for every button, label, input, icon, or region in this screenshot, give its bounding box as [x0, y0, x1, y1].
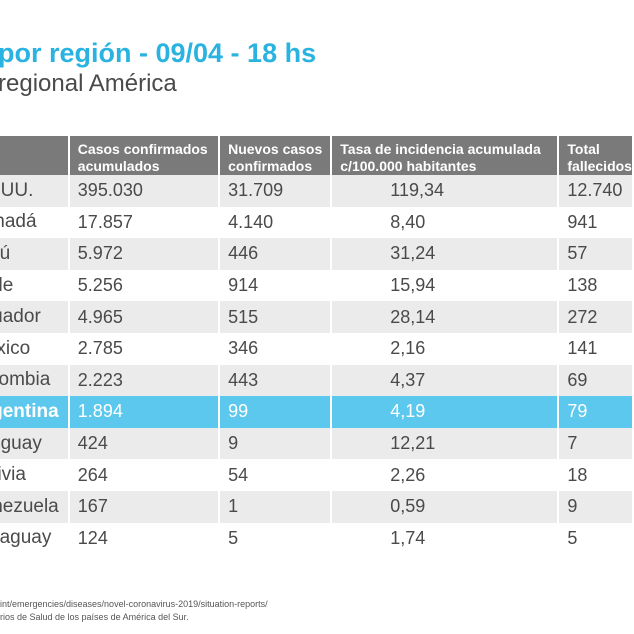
- cell-total-fallecidos: 79: [558, 396, 634, 428]
- cell-nuevos-casos: 5: [219, 522, 333, 555]
- cell-tasa-incidencia: 0,59: [331, 490, 560, 523]
- cell-country: Canadá: [0, 206, 70, 239]
- table-row: Venezuela16710,599: [0, 490, 634, 523]
- cell-total-fallecidos: 138: [558, 269, 634, 302]
- cell-country: EE.UU.: [0, 175, 70, 207]
- cell-casos-confirmados: 1.894: [68, 396, 221, 428]
- cell-casos-confirmados: 167: [68, 490, 221, 523]
- page-title: por región - 09/04 - 18 hs: [0, 38, 317, 68]
- cell-tasa-incidencia: 28,14: [331, 301, 560, 333]
- cell-total-fallecidos: 69: [558, 364, 634, 397]
- page-subtitle: regional América: [0, 70, 177, 97]
- cell-country: Venezuela: [0, 490, 70, 523]
- column-header-country: [0, 136, 70, 175]
- column-header-fallecidos: Total fallecidos: [558, 136, 634, 175]
- cell-nuevos-casos: 54: [219, 459, 333, 491]
- cell-nuevos-casos: 4.140: [219, 206, 333, 239]
- cell-casos-confirmados: 5.256: [68, 269, 221, 302]
- cell-casos-confirmados: 17.857: [68, 206, 221, 239]
- column-header-tasa: Tasa de incidencia acumulada c/100.000 ha…: [331, 136, 560, 175]
- cell-tasa-incidencia: 4,19: [331, 396, 560, 428]
- cell-casos-confirmados: 124: [68, 522, 221, 555]
- cell-country: Uruguay: [0, 427, 70, 460]
- column-header-casos: Casos confirmados acumulados: [68, 136, 221, 175]
- cell-country: Colombia: [0, 364, 70, 397]
- cell-total-fallecidos: 9: [558, 490, 634, 523]
- cell-tasa-incidencia: 12,21: [331, 427, 560, 460]
- cell-casos-confirmados: 395.030: [68, 175, 221, 207]
- cell-country: Chile: [0, 269, 70, 302]
- cell-country: Bolivia: [0, 459, 70, 491]
- cell-nuevos-casos: 31.709: [219, 175, 333, 207]
- cell-tasa-incidencia: 31,24: [331, 238, 560, 270]
- cell-total-fallecidos: 941: [558, 206, 634, 239]
- table-body: EE.UU.395.03031.709119,3412.740Canadá17.…: [0, 175, 634, 555]
- cell-country: Paraguay: [0, 522, 70, 555]
- cell-total-fallecidos: 12.740: [558, 175, 634, 207]
- cell-tasa-incidencia: 15,94: [331, 269, 560, 302]
- cell-country: Ecuador: [0, 301, 70, 333]
- cell-total-fallecidos: 18: [558, 459, 634, 491]
- cell-tasa-incidencia: 8,40: [331, 206, 560, 239]
- column-header-nuevos: Nuevos casos confirmados: [219, 136, 333, 175]
- cell-casos-confirmados: 4.965: [68, 301, 221, 333]
- cell-casos-confirmados: 424: [68, 427, 221, 460]
- cell-casos-confirmados: 2.223: [68, 364, 221, 397]
- cell-country: México: [0, 332, 70, 365]
- table-row: Paraguay12451,745: [0, 522, 634, 555]
- cell-tasa-incidencia: 2,26: [331, 459, 560, 491]
- cell-casos-confirmados: 5.972: [68, 238, 221, 270]
- cell-tasa-incidencia: 2,16: [331, 332, 560, 365]
- cell-nuevos-casos: 443: [219, 364, 333, 397]
- cell-total-fallecidos: 5: [558, 522, 634, 555]
- table-row: Uruguay424912,217: [0, 427, 634, 460]
- cell-country: Argentina: [0, 396, 70, 428]
- cell-casos-confirmados: 2.785: [68, 332, 221, 365]
- sources-line-2: rios de Salud de los países de América d…: [0, 612, 189, 622]
- cell-casos-confirmados: 264: [68, 459, 221, 491]
- cell-tasa-incidencia: 1,74: [331, 522, 560, 555]
- sources-line-1: int/emergencies/diseases/novel-coronavir…: [0, 599, 268, 609]
- cell-tasa-incidencia: 4,37: [331, 364, 560, 397]
- cell-nuevos-casos: 515: [219, 301, 333, 333]
- cell-tasa-incidencia: 119,34: [331, 175, 560, 207]
- cell-nuevos-casos: 914: [219, 269, 333, 302]
- cell-total-fallecidos: 57: [558, 238, 634, 270]
- table-header-row: Casos confirmados acumulados Nuevos casos…: [0, 136, 634, 175]
- cell-total-fallecidos: 7: [558, 427, 634, 460]
- cases-table: Casos confirmados acumulados Nuevos casos…: [0, 136, 634, 555]
- cell-total-fallecidos: 141: [558, 332, 634, 365]
- cell-nuevos-casos: 446: [219, 238, 333, 270]
- cell-nuevos-casos: 346: [219, 332, 333, 365]
- cell-nuevos-casos: 99: [219, 396, 333, 428]
- cell-country: Perú: [0, 238, 70, 270]
- cell-nuevos-casos: 1: [219, 490, 333, 523]
- sources-note: int/emergencies/diseases/novel-coronavir…: [0, 598, 268, 624]
- cell-total-fallecidos: 272: [558, 301, 634, 333]
- cell-nuevos-casos: 9: [219, 427, 333, 460]
